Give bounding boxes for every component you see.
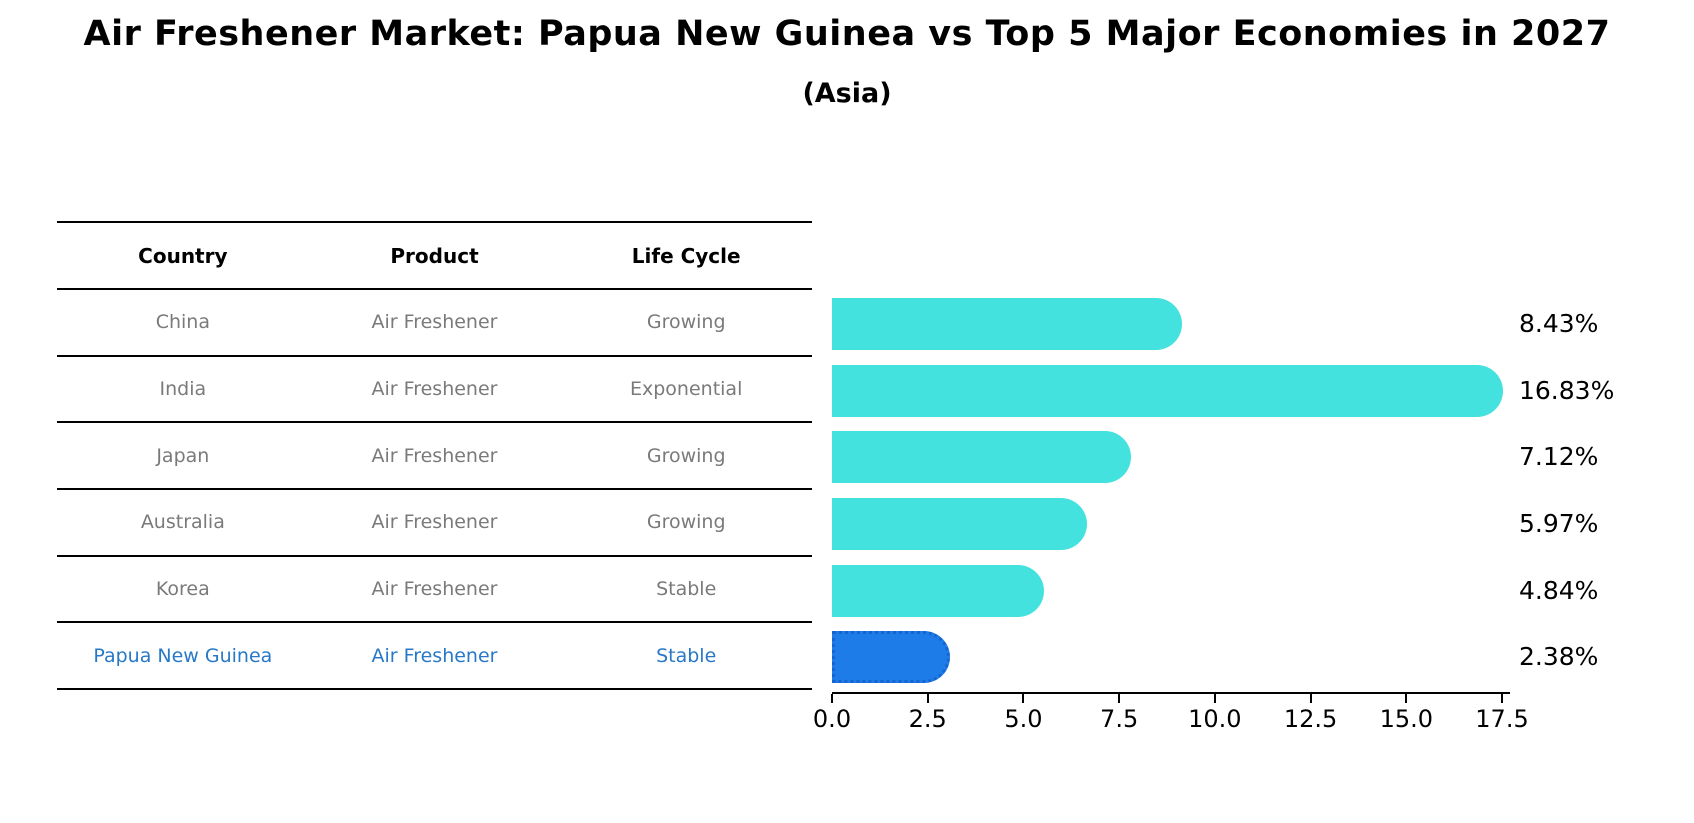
table-row: Japan Air Freshener Growing	[57, 421, 812, 488]
table-cell-life-cycle: Growing	[646, 444, 726, 467]
table-cell-product: Air Freshener	[371, 444, 498, 467]
table-row: Korea Air Freshener Stable	[57, 554, 812, 622]
table-cell-product: Air Freshener	[371, 577, 498, 600]
bar-value-label: 16.83%	[1519, 375, 1615, 405]
table-cell-life-cycle: Stable	[656, 644, 717, 667]
table-cell-country: Australia	[140, 511, 225, 534]
table-cell-country: Japan	[156, 444, 210, 467]
bar-value-label: 8.43%	[1519, 309, 1599, 338]
table-header-row: Country Product Life Cycle	[57, 221, 812, 288]
table-header-life-cycle: Life Cycle	[631, 243, 741, 268]
bar-papua-new-guinea-highlight	[832, 631, 950, 684]
table-cell-country: India	[159, 377, 207, 400]
country-table: Country Product Life Cycle China Air Fres…	[57, 221, 812, 690]
x-axis-tick	[1501, 694, 1503, 703]
table-row: India Air Freshener Exponential	[57, 354, 812, 422]
x-axis-tick-label: 17.5	[1475, 705, 1529, 733]
table-cell-product: Air Freshener	[371, 511, 498, 534]
chart-title: Air Freshener Market: Papua New Guinea v…	[83, 14, 1611, 54]
table-header-country: Country	[138, 243, 228, 268]
x-axis-tick	[1118, 694, 1121, 703]
table-row: Australia Air Freshener Growing	[57, 487, 812, 555]
x-axis-tick-label: 7.5	[1100, 705, 1139, 733]
x-axis-tick-label: 12.5	[1283, 705, 1338, 733]
x-axis-tick-label: 15.0	[1379, 705, 1433, 733]
table-cell-country: Korea	[155, 577, 210, 600]
x-axis-tick-label: 5.0	[1004, 705, 1043, 733]
bar-australia	[832, 497, 1088, 550]
bar-japan	[832, 431, 1132, 484]
x-axis-tick	[1213, 694, 1216, 703]
table-cell-life-cycle: Growing	[646, 511, 726, 534]
table-row: China Air Freshener Growing	[57, 288, 812, 355]
table-cell-country: Papua New Guinea	[93, 644, 273, 667]
table-cell-life-cycle: Exponential	[630, 377, 743, 400]
x-axis-tick	[831, 694, 833, 703]
table-row: Papua New Guinea Air Freshener Stable	[57, 621, 812, 690]
x-axis-tick	[1405, 694, 1408, 703]
x-axis-tick-label: 0.0	[812, 705, 852, 733]
table-cell-product: Air Freshener	[371, 644, 498, 667]
bar-value-label: 5.97%	[1519, 508, 1599, 538]
bar-value-label: 7.12%	[1519, 442, 1599, 472]
table-header-product: Product	[390, 243, 479, 268]
x-axis-tick-label: 10.0	[1188, 705, 1242, 733]
bar-value-label: 2.38%	[1519, 642, 1599, 672]
table-cell-country: China	[155, 311, 210, 334]
bar-india	[832, 364, 1504, 417]
x-axis-tick	[1022, 694, 1025, 703]
x-axis-line	[832, 692, 1510, 694]
chart-subtitle: (Asia)	[802, 78, 892, 109]
x-axis-tick-label: 2.5	[908, 705, 947, 733]
table-cell-product: Air Freshener	[371, 377, 498, 400]
bar-china	[832, 298, 1182, 350]
x-axis-tick	[926, 694, 929, 703]
table-body: China Air Freshener Growing India Air Freshe…	[57, 288, 812, 690]
table-cell-product: Air Freshener	[371, 311, 498, 334]
bar-korea	[832, 564, 1045, 617]
bar-value-label: 4.84%	[1519, 575, 1599, 605]
table-cell-life-cycle: Growing	[646, 311, 726, 334]
x-axis-tick	[1309, 694, 1312, 703]
table-cell-life-cycle: Stable	[656, 577, 717, 600]
